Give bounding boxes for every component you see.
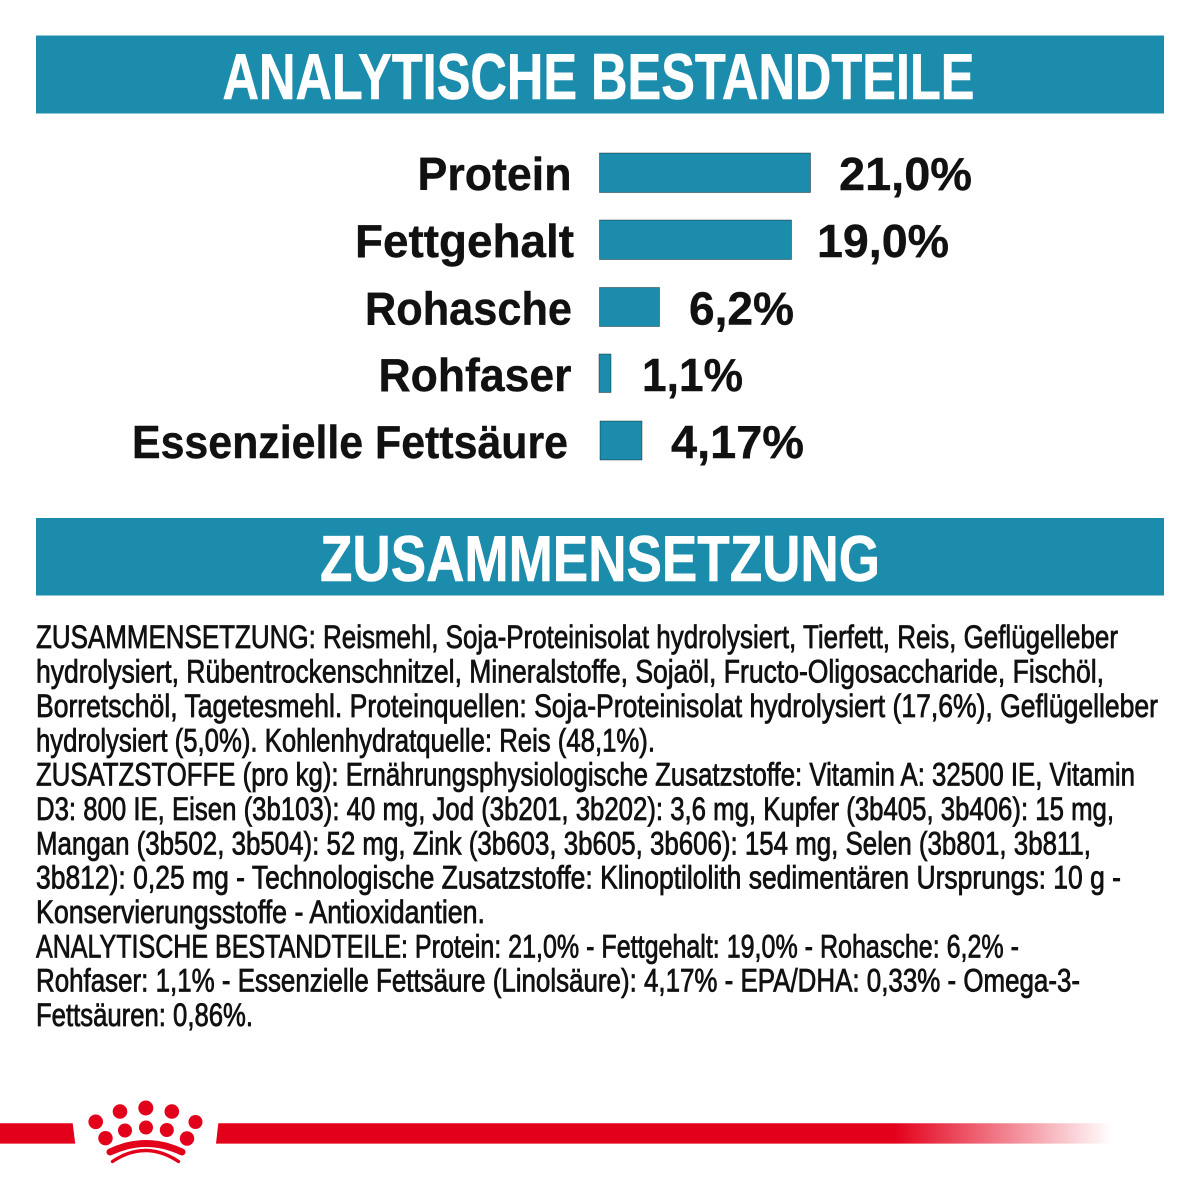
- svg-text:Fettgehalt: Fettgehalt: [355, 215, 574, 267]
- svg-text:ANALYTISCHE BESTANDTEILE: ANALYTISCHE BESTANDTEILE: [223, 41, 975, 113]
- svg-text:21,0%: 21,0%: [839, 148, 972, 200]
- svg-text:hydrolysiert, Rübentrockenschn: hydrolysiert, Rübentrockenschnitzel, Min…: [36, 654, 1104, 690]
- svg-text:D3: 800 IE, Eisen (3b103): 40: D3: 800 IE, Eisen (3b103): 40 mg, Jod (3…: [36, 791, 1114, 827]
- svg-text:Rohfaser: 1,1% - Essenzielle F: Rohfaser: 1,1% - Essenzielle Fettsäure (…: [36, 963, 1080, 999]
- svg-text:3b812): 0,25 mg - Technologisc: 3b812): 0,25 mg - Technologische Zusatzs…: [36, 860, 1121, 896]
- svg-text:Rohfaser: Rohfaser: [379, 349, 572, 401]
- svg-text:4,17%: 4,17%: [671, 416, 804, 468]
- svg-text:1,1%: 1,1%: [642, 349, 743, 401]
- svg-text:Rohasche: Rohasche: [365, 283, 572, 335]
- svg-text:ZUSAMMENSETZUNG: Reismehl, Soj: ZUSAMMENSETZUNG: Reismehl, Soja-Proteini…: [36, 619, 1118, 655]
- svg-text:Essenzielle Fettsäure: Essenzielle Fettsäure: [132, 416, 568, 468]
- svg-text:ZUSATZSTOFFE (pro kg): Ernähru: ZUSATZSTOFFE (pro kg): Ernährungsphysiol…: [36, 757, 1135, 793]
- svg-text:19,0%: 19,0%: [817, 215, 949, 267]
- svg-text:6,2%: 6,2%: [689, 283, 794, 335]
- svg-text:ZUSAMMENSETZUNG: ZUSAMMENSETZUNG: [320, 523, 880, 595]
- svg-text:hydrolysiert (5,0%). Kohlenhyd: hydrolysiert (5,0%). Kohlenhydratquelle:…: [36, 722, 655, 758]
- svg-text:Konservierungsstoffe - Antioxi: Konservierungsstoffe - Antioxidantien.: [36, 894, 485, 930]
- svg-text:Protein: Protein: [418, 148, 572, 200]
- svg-text:Mangan (3b502, 3b504): 52 mg,: Mangan (3b502, 3b504): 52 mg, Zink (3b60…: [36, 825, 1091, 861]
- svg-text:Fettsäuren: 0,86%.: Fettsäuren: 0,86%.: [36, 997, 253, 1033]
- svg-text:Borretschöl, Tagetesmehl. Prot: Borretschöl, Tagetesmehl. Proteinquellen…: [36, 688, 1158, 724]
- svg-text:ANALYTISCHE BESTANDTEILE: Prot: ANALYTISCHE BESTANDTEILE: Protein: 21,0%…: [36, 928, 1019, 964]
